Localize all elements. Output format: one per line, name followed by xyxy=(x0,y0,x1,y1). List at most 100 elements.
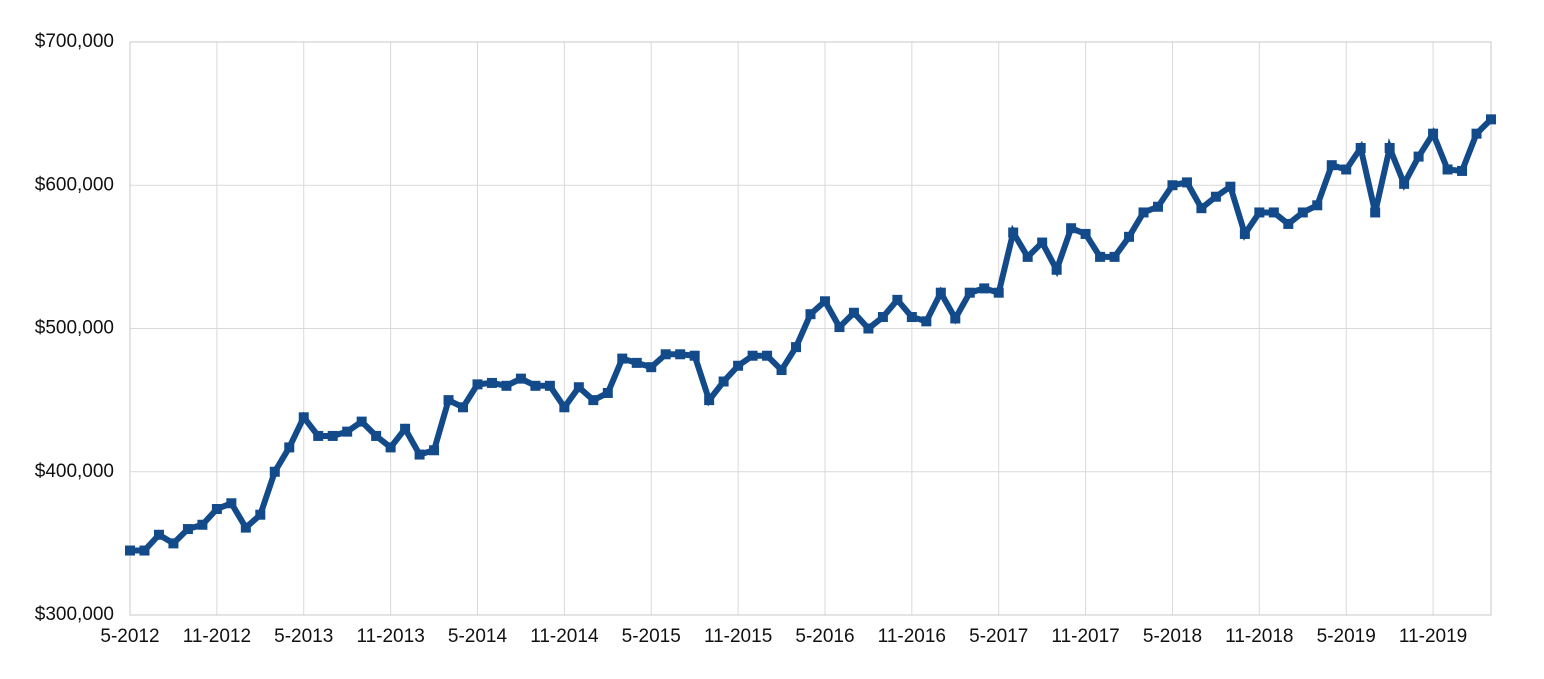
point-marker xyxy=(776,365,787,376)
point-marker xyxy=(1152,201,1163,212)
point-marker xyxy=(1471,128,1482,139)
point-marker xyxy=(1283,218,1294,229)
point-marker xyxy=(1181,177,1192,188)
x-tick-label: 11-2012 xyxy=(183,626,251,647)
point-marker xyxy=(704,395,715,406)
x-tick-label: 5-2017 xyxy=(969,626,1028,647)
point-marker xyxy=(211,503,222,514)
point-marker xyxy=(689,350,700,361)
point-marker xyxy=(1239,228,1250,239)
point-marker xyxy=(400,423,411,434)
point-marker xyxy=(1254,207,1265,218)
point-marker xyxy=(284,442,295,453)
point-marker xyxy=(935,287,946,298)
point-marker xyxy=(1384,143,1395,154)
point-marker xyxy=(1399,178,1410,189)
point-marker xyxy=(559,402,570,413)
point-marker xyxy=(429,445,440,456)
point-marker xyxy=(1051,264,1062,275)
y-tick-label: $400,000 xyxy=(35,461,114,482)
point-marker xyxy=(906,312,917,323)
point-marker xyxy=(1326,160,1337,171)
point-marker xyxy=(1341,164,1352,175)
x-tick-label: 11-2013 xyxy=(356,626,424,647)
point-marker xyxy=(530,380,541,391)
y-tick-label: $500,000 xyxy=(35,318,114,339)
x-tick-label: 5-2018 xyxy=(1143,626,1202,647)
x-tick-label: 11-2019 xyxy=(1399,626,1467,647)
point-marker xyxy=(327,430,338,441)
x-tick-label: 5-2019 xyxy=(1317,626,1376,647)
x-tick-label: 11-2016 xyxy=(878,626,946,647)
point-marker xyxy=(414,449,425,460)
point-marker xyxy=(168,538,179,549)
point-marker xyxy=(342,426,353,437)
point-marker xyxy=(950,313,961,324)
point-marker xyxy=(313,430,324,441)
point-marker xyxy=(675,349,686,360)
point-marker xyxy=(501,380,512,391)
y-tick-label: $300,000 xyxy=(35,604,114,625)
point-marker xyxy=(1095,251,1106,262)
point-marker xyxy=(1413,151,1424,162)
point-marker xyxy=(762,350,773,361)
point-marker xyxy=(1138,207,1149,218)
point-marker xyxy=(892,294,903,305)
point-marker xyxy=(1109,251,1120,262)
point-marker xyxy=(1124,231,1135,242)
point-marker xyxy=(1442,164,1453,175)
point-marker xyxy=(993,287,1004,298)
point-marker xyxy=(848,307,859,318)
point-marker xyxy=(197,519,208,530)
point-marker xyxy=(1022,251,1033,262)
point-marker xyxy=(617,353,628,364)
x-tick-label: 5-2015 xyxy=(622,626,681,647)
point-marker xyxy=(139,545,150,556)
point-marker xyxy=(573,382,584,393)
point-marker xyxy=(255,509,266,520)
point-marker xyxy=(486,377,497,388)
point-marker xyxy=(458,402,469,413)
point-marker xyxy=(805,309,816,320)
point-marker xyxy=(240,522,251,533)
point-marker xyxy=(979,283,990,294)
x-tick-label: 11-2014 xyxy=(530,626,599,647)
point-marker xyxy=(356,416,367,427)
point-marker xyxy=(1370,207,1381,218)
point-marker xyxy=(819,296,830,307)
point-marker xyxy=(443,395,454,406)
point-marker xyxy=(1486,114,1496,125)
point-marker xyxy=(371,430,382,441)
x-tick-label: 5-2016 xyxy=(795,626,854,647)
point-marker xyxy=(1428,128,1439,139)
point-marker xyxy=(1080,228,1091,239)
x-tick-label: 11-2017 xyxy=(1051,626,1119,647)
point-marker xyxy=(1457,165,1468,176)
point-marker xyxy=(1008,227,1019,238)
point-marker xyxy=(1312,200,1323,211)
point-marker xyxy=(834,322,845,333)
point-marker xyxy=(182,524,193,535)
point-marker xyxy=(1037,237,1048,248)
x-tick-label: 11-2018 xyxy=(1225,626,1293,647)
point-marker xyxy=(1355,143,1366,154)
point-marker xyxy=(1225,181,1236,192)
point-marker xyxy=(863,323,874,334)
point-marker xyxy=(544,380,555,391)
point-marker xyxy=(269,466,280,477)
x-tick-label: 5-2013 xyxy=(274,626,333,647)
point-marker xyxy=(1167,180,1178,191)
point-marker xyxy=(660,349,671,360)
point-marker xyxy=(153,529,164,540)
point-marker xyxy=(1196,203,1207,214)
point-marker xyxy=(1268,207,1279,218)
point-marker xyxy=(631,357,642,368)
point-marker xyxy=(747,350,758,361)
point-marker xyxy=(1066,223,1077,234)
plot-border xyxy=(129,41,1492,616)
point-marker xyxy=(877,312,888,323)
point-marker xyxy=(921,316,932,327)
point-marker xyxy=(125,545,135,556)
